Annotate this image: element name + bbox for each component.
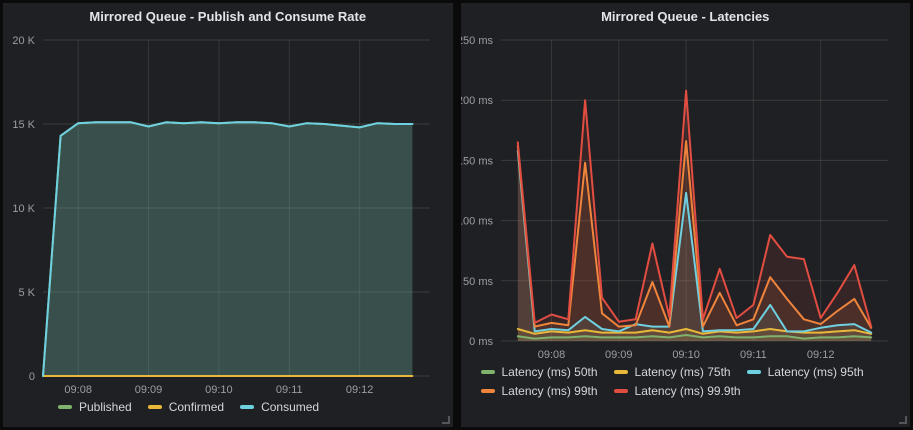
x-axis-tick-label: 09:11 <box>740 349 767 361</box>
legend-series-label: Consumed <box>261 400 320 414</box>
legend-item[interactable]: Latency (ms) 75th <box>613 365 731 379</box>
legend-series-swatch <box>613 370 628 374</box>
panel-resize-handle[interactable] <box>441 416 450 424</box>
legend-series-label: Latency (ms) 99th <box>501 384 598 398</box>
y-axis-tick-label: 100 ms <box>461 216 493 228</box>
y-axis-tick-label: 0 <box>29 371 35 383</box>
legend-item[interactable]: Latency (ms) 50th <box>480 365 598 379</box>
series-line <box>42 121 414 377</box>
legend-series-swatch <box>613 389 628 393</box>
legend-series-swatch <box>480 389 495 393</box>
publish-consume-chart[interactable]: 0 5 K 10 K 15 K 20 K 09:08 09:09 09:10 09:11 09:1… <box>3 30 452 400</box>
series-area <box>517 150 871 341</box>
x-axis-tick-label: 09:11 <box>276 384 303 396</box>
y-axis-tick-label: 15 K <box>12 119 35 131</box>
legend: Latency (ms) 50th Latency (ms) 75th Latenc… <box>461 365 911 427</box>
y-axis-tick-label: 0 ms <box>469 336 493 348</box>
legend-series-label: Latency (ms) 99.9th <box>634 384 741 398</box>
x-axis-tick-label: 09:12 <box>346 384 374 396</box>
x-axis-tick-label: 09:10 <box>205 384 233 396</box>
series-line <box>516 89 872 328</box>
y-axis-tick-label: 150 ms <box>461 155 493 167</box>
x-axis-tick-label: 09:09 <box>135 384 163 396</box>
legend-series-label: Confirmed <box>168 400 225 414</box>
legend: Published Confirmed Consumed <box>3 400 453 427</box>
legend-series-label: Latency (ms) 95th <box>767 365 864 379</box>
panel-title[interactable]: Mirrored Queue - Publish and Consume Rat… <box>89 9 367 24</box>
y-axis-tick-label: 10 K <box>12 203 35 215</box>
x-axis-tick-label: 09:12 <box>806 349 834 361</box>
x-axis-tick-label: 09:10 <box>672 349 700 361</box>
legend-series-swatch <box>58 405 72 409</box>
panel-latencies: Mirrored Queue - Latencies 0 ms 50 ms 100 … <box>460 3 911 427</box>
y-axis-tick-label: 200 ms <box>461 95 493 107</box>
legend-series-label: Latency (ms) 50th <box>501 365 598 379</box>
legend-item[interactable]: Latency (ms) 99.9th <box>613 384 741 398</box>
series-line <box>516 334 872 340</box>
y-axis-tick-label: 250 ms <box>461 35 493 47</box>
legend-series-swatch <box>480 370 495 374</box>
legend-item[interactable]: Consumed <box>240 400 319 414</box>
y-axis-tick-label: 50 ms <box>463 276 493 288</box>
panel-title[interactable]: Mirrored Queue - Latencies <box>601 9 770 24</box>
x-axis-tick-label: 09:08 <box>64 384 92 396</box>
x-axis-tick-label: 09:08 <box>537 349 565 361</box>
y-axis-tick-label: 5 K <box>18 287 35 299</box>
legend-series-label: Published <box>79 400 132 414</box>
panel-publish-consume-rate: Mirrored Queue - Publish and Consume Rat… <box>3 3 453 427</box>
legend-series-swatch <box>746 370 761 374</box>
legend-item[interactable]: Confirmed <box>147 400 225 414</box>
legend-series-swatch <box>147 405 162 409</box>
legend-item[interactable]: Latency (ms) 99th <box>480 384 598 398</box>
series-area <box>43 122 413 376</box>
latencies-chart[interactable]: 0 ms 50 ms 100 ms 150 ms 200 ms 250 ms 09:08 09… <box>461 30 910 365</box>
legend-item[interactable]: Published <box>58 400 132 414</box>
legend-series-swatch <box>240 405 255 409</box>
legend-item[interactable]: Latency (ms) 95th <box>746 365 864 379</box>
series-area <box>43 122 413 376</box>
x-axis-tick-label: 09:09 <box>605 349 633 361</box>
series-line <box>516 140 872 329</box>
series-line <box>516 149 872 334</box>
panel-resize-handle[interactable] <box>899 416 907 424</box>
legend-series-label: Latency (ms) 75th <box>634 365 731 379</box>
y-axis-tick-label: 20 K <box>12 35 35 47</box>
series-line <box>516 328 872 335</box>
